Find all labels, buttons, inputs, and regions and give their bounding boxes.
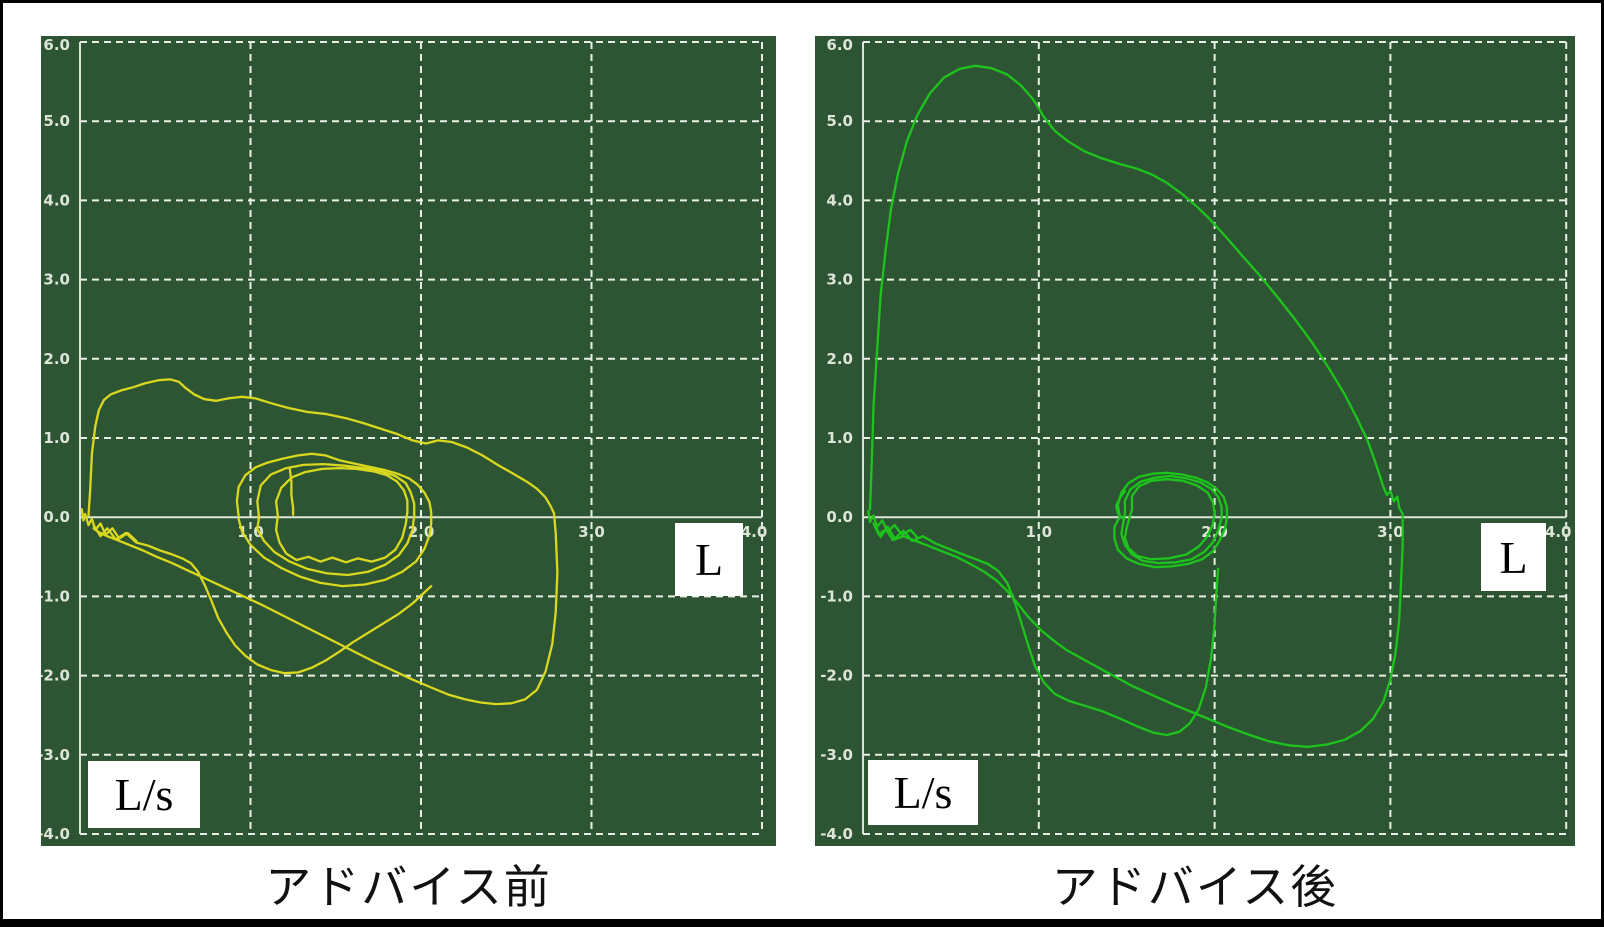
y-unit-label-box: L/s [868,760,978,825]
x-tick-label: 4.0 [1545,523,1572,541]
y-unit-label-box: L/s [88,761,200,828]
y-tick-label: -2.0 [820,667,853,685]
plot-area-after: 6.0 5.0 4.0 3.0 2.0 1.0 0.0 -1.0 -2.0 -3.0 -4.0 1.0… [820,36,1572,843]
trace-tidal-loop-middle [1120,474,1223,565]
y-tick-label: 5.0 [43,112,70,130]
y-tick-label: 3.0 [43,271,70,289]
caption-before: アドバイス前 [265,862,552,913]
trace-second-inspiration [874,523,1220,737]
x-unit-label: L [694,534,724,585]
x-tick-label: 3.0 [1377,523,1404,541]
y-tick-label: 2.0 [43,350,70,368]
chart-before: 6.05.04.03.02.01.00.0-1.0-2.0-3.0-4.01.0… [41,36,776,846]
plot-area-before: 6.05.04.03.02.01.00.0-1.0-2.0-3.0-4.01.0… [41,36,768,843]
y-tick-label: 2.0 [826,350,853,368]
chart-after: 6.0 5.0 4.0 3.0 2.0 1.0 0.0 -1.0 -2.0 -3.0 -4.0 1.0… [815,36,1575,846]
y-tick-label: 3.0 [826,271,853,289]
trace-flow-volume-loop [868,64,1404,749]
y-tick-label: 4.0 [43,191,70,209]
caption-after: アドバイス後 [1051,862,1339,913]
y-tick-label: 1.0 [826,429,853,447]
y-tick-label: -4.0 [820,825,853,843]
trace-flow-volume-loop [87,378,559,706]
y-tick-label: 6.0 [826,36,853,54]
x-unit-label: L [1499,531,1528,583]
y-tick-label: 5.0 [826,112,853,130]
x-tick-label: 4.0 [741,523,768,541]
y-unit-label: L/s [114,769,174,820]
y-unit-label: L/s [893,767,953,818]
y-tick-label: -2.0 [41,667,70,685]
trace-tidal-loop-middle [256,462,416,577]
trace-tidal-loop-inner [274,466,409,564]
y-tick-label: 6.0 [43,36,70,54]
y-tick-label: 4.0 [826,191,853,209]
y-tick-label: -3.0 [41,746,70,764]
y-tick-label: 0.0 [826,508,853,526]
y-tick-label: -3.0 [820,746,853,764]
y-tick-label: -4.0 [41,825,70,843]
x-tick-label: 2.0 [408,523,435,541]
trace-origin-noise [80,508,138,543]
x-unit-label-box: L [1481,523,1546,591]
x-tick-label: 1.0 [1026,523,1053,541]
trace-origin-noise [867,509,919,539]
trace-start-tail [1115,489,1127,520]
trace-tidal-loop-inner [1123,478,1216,561]
y-tick-label: -1.0 [820,587,853,605]
x-tick-label: 3.0 [578,523,605,541]
y-tick-label: -1.0 [41,587,70,605]
trace-tidal-loop-outer [1113,471,1229,569]
y-tick-label: 1.0 [43,429,70,447]
trace-tidal-loop-outer [235,452,433,588]
trace-second-inspiration [92,523,433,675]
y-tick-label: 0.0 [43,508,70,526]
x-unit-label-box: L [675,523,743,596]
trace-start-tail [288,466,295,516]
